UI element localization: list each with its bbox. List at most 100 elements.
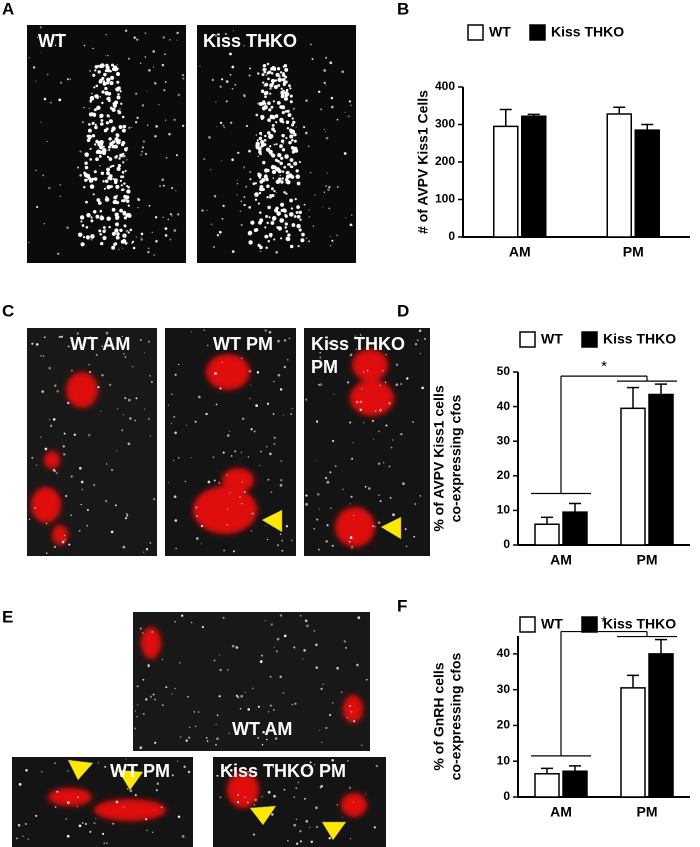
speckle — [221, 217, 224, 220]
speckle — [111, 107, 116, 112]
speckle — [279, 675, 282, 679]
speckle — [183, 765, 186, 768]
speckle — [142, 678, 145, 681]
speckle — [191, 621, 193, 624]
speckle — [289, 198, 294, 203]
speckle — [248, 369, 252, 373]
speckle — [54, 44, 57, 47]
speckle — [279, 388, 283, 391]
speckle — [122, 247, 124, 249]
speckle — [80, 220, 83, 223]
speckle — [269, 235, 272, 238]
speckle — [266, 738, 268, 741]
x-tick-label: PM — [623, 244, 644, 260]
speckle — [59, 81, 63, 84]
speckle — [264, 168, 269, 173]
speckle — [251, 721, 254, 725]
speckle — [249, 170, 252, 174]
speckle — [216, 774, 219, 777]
speckle — [273, 38, 275, 40]
speckle — [279, 614, 283, 617]
speckle — [268, 216, 271, 219]
speckle — [264, 134, 267, 138]
speckle — [149, 435, 151, 437]
speckle — [260, 114, 264, 118]
speckle — [418, 329, 422, 332]
speckle — [93, 86, 96, 89]
speckle — [277, 339, 280, 343]
y-tick-label: 0 — [503, 537, 510, 551]
speckle — [330, 507, 332, 509]
speckle — [271, 123, 275, 127]
speckle — [106, 155, 110, 159]
speckle — [295, 787, 298, 790]
speckle — [379, 500, 382, 502]
speckle — [177, 760, 179, 762]
speckle — [79, 215, 85, 220]
speckle — [241, 502, 243, 505]
panel-letter: B — [397, 0, 409, 18]
speckle — [319, 356, 322, 359]
speckle — [284, 96, 288, 99]
speckle — [115, 222, 119, 227]
speckle — [126, 189, 131, 194]
speckle — [129, 417, 132, 420]
speckle — [377, 462, 381, 465]
speckle — [251, 512, 254, 515]
speckle — [267, 711, 270, 713]
speckle — [89, 158, 92, 161]
speckle — [283, 64, 288, 68]
speckle — [89, 100, 92, 103]
speckle — [319, 729, 321, 732]
speckle — [222, 204, 225, 207]
image-label: Kiss THKO — [311, 334, 405, 354]
speckle — [187, 770, 191, 774]
speckle — [231, 250, 235, 253]
speckle — [359, 400, 363, 404]
speckle — [285, 192, 288, 195]
speckle — [406, 377, 409, 380]
speckle — [137, 206, 139, 209]
speckle — [88, 434, 91, 437]
y-tick-label: 0 — [503, 789, 510, 803]
speckle — [163, 89, 166, 92]
speckle — [176, 31, 179, 35]
speckle — [293, 146, 298, 151]
speckle — [330, 96, 334, 100]
speckle — [52, 468, 56, 472]
speckle — [351, 457, 354, 460]
speckle — [40, 354, 42, 357]
speckle — [99, 114, 103, 118]
speckle — [267, 790, 271, 794]
speckle — [140, 238, 143, 241]
speckle — [35, 343, 39, 346]
speckle — [161, 63, 165, 67]
speckle — [35, 205, 39, 209]
speckle — [222, 204, 226, 208]
speckle — [115, 200, 120, 205]
speckle — [69, 78, 71, 80]
speckle — [263, 143, 267, 147]
speckle — [63, 453, 66, 456]
speckle — [254, 182, 257, 185]
speckle — [349, 536, 353, 539]
speckle — [91, 92, 93, 95]
speckle — [348, 786, 352, 789]
speckle — [94, 143, 97, 146]
speckle — [147, 340, 151, 343]
speckle — [122, 188, 125, 191]
speckle — [261, 743, 264, 746]
speckle — [366, 369, 369, 372]
speckle — [134, 727, 137, 730]
speckle — [361, 388, 363, 390]
speckle — [291, 117, 294, 120]
speckle — [276, 637, 280, 641]
x-tick-label: AM — [550, 804, 572, 820]
speckle — [142, 632, 144, 634]
speckle — [91, 121, 95, 125]
speckle — [108, 225, 111, 229]
speckle — [105, 127, 109, 131]
speckle — [286, 359, 289, 361]
speckle — [319, 383, 323, 386]
